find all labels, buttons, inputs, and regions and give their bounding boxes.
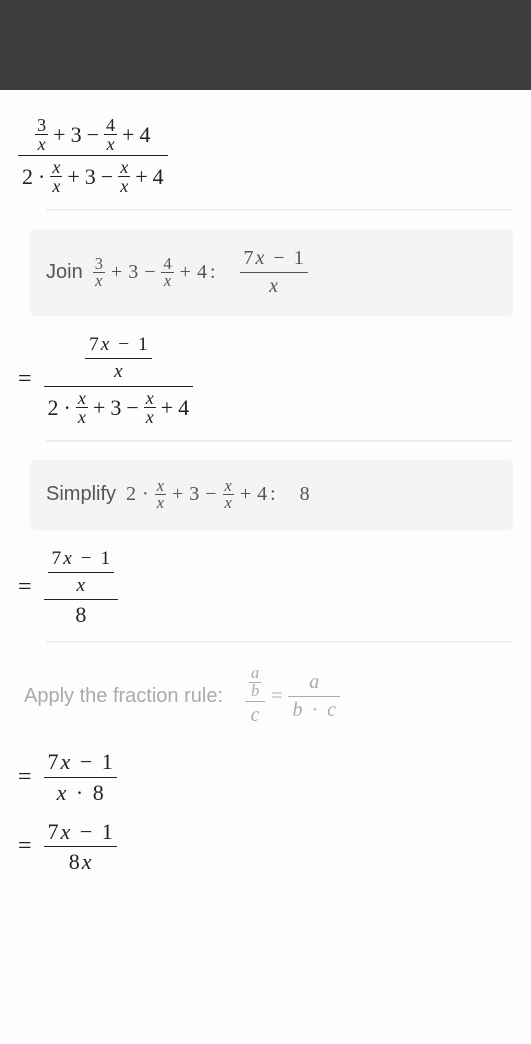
var-x3: x [50, 158, 62, 177]
apply-rule-label: Apply the fraction rule: [24, 685, 223, 708]
op-minus2: − [101, 164, 113, 189]
solution-content: 3x + 3 − 4x + 4 2 · xx + 3 − xx + 4 [0, 90, 531, 912]
simplify-result: 8 [300, 483, 310, 506]
divider [46, 209, 513, 211]
expr-after-simplify: = 7x − 1 x 8 [18, 548, 513, 628]
step-apply-rule: Apply the fraction rule: ab c = a b · c [24, 665, 513, 727]
simplify-label: Simplify [46, 483, 116, 506]
var-x: x [36, 135, 48, 153]
expr-result1: = 7x − 1 x · 8 [18, 749, 513, 805]
num-4: 4 [104, 116, 117, 135]
var-x4: x [50, 177, 62, 195]
num-3c: 3 [85, 164, 96, 189]
num-3b: 3 [71, 122, 82, 147]
top-header-bar [0, 0, 531, 90]
num-4c: 4 [153, 164, 164, 189]
op-plus4: + [135, 164, 147, 189]
op-minus: − [87, 122, 99, 147]
expr-initial: 3x + 3 − 4x + 4 2 · xx + 3 − xx + 4 [18, 116, 513, 195]
var-x2: x [105, 135, 117, 153]
num-4b: 4 [139, 122, 150, 147]
var-x5: x [118, 158, 130, 177]
op-plus3: + [67, 164, 79, 189]
expr-after-join: = 7x − 1 x 2 · xx + 3 − xx + 4 [18, 334, 513, 426]
num-3: 3 [35, 116, 48, 135]
var-x6: x [118, 177, 130, 195]
op-plus2: + [122, 122, 134, 147]
step-join[interactable]: Join 3x + 3 − 4x + 4: 7x − 1 x [30, 229, 513, 316]
join-label: Join [46, 261, 83, 284]
join-result: 7x − 1 x [240, 247, 308, 298]
step-simplify[interactable]: Simplify 2 · xx + 3 − xx + 4: 8 [30, 460, 513, 530]
equals-sign: = [18, 366, 32, 393]
divider-3 [46, 641, 513, 643]
op-plus: + [53, 122, 65, 147]
op-dot: · [38, 164, 45, 189]
expr-result2: = 7x − 1 8x [18, 819, 513, 875]
divider-2 [46, 440, 513, 442]
num-2: 2 [22, 164, 33, 189]
